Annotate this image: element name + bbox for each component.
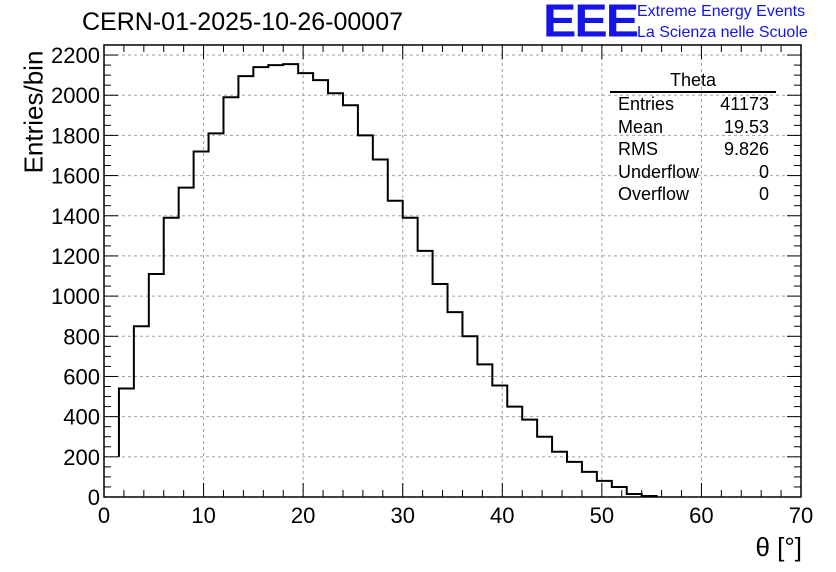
histogram-bin <box>448 312 463 497</box>
stats-row-rms: RMS 9.826 <box>610 138 776 161</box>
stats-row-underflow: Underflow 0 <box>610 161 776 184</box>
stats-value: 0 <box>758 184 769 204</box>
y-tick-label: 2000 <box>51 83 100 108</box>
histogram-bin <box>373 160 388 497</box>
histogram-series <box>117 63 658 497</box>
y-tick-label: 1600 <box>51 164 100 189</box>
eee-logo: EEE <box>543 0 639 47</box>
x-tick-label: 70 <box>789 503 813 528</box>
logo-subtitle-2: La Scienza nelle Scuole <box>637 24 808 41</box>
y-axis-label: Entries/bin <box>18 50 49 174</box>
x-tick-label: 60 <box>689 503 713 528</box>
histogram-bin <box>507 407 522 497</box>
histogram-bin <box>418 251 433 497</box>
histogram-bin <box>313 80 328 497</box>
logo-subtitle-1: Extreme Energy Events <box>637 3 806 20</box>
y-tick-label: 800 <box>63 324 100 349</box>
stats-title: Theta <box>610 70 776 93</box>
y-tick-label: 1800 <box>51 123 100 148</box>
x-tick-label: 40 <box>490 503 514 528</box>
histogram-bin <box>119 389 134 497</box>
histogram-bin <box>149 274 164 497</box>
plot-frame <box>103 44 802 498</box>
stats-label: Overflow <box>618 184 690 204</box>
histogram-bin <box>552 452 567 497</box>
histogram-bin <box>358 135 373 497</box>
histogram-bin <box>462 336 477 497</box>
histogram-bin <box>492 386 507 497</box>
y-tick-label: 600 <box>63 364 100 389</box>
stats-value: 41173 <box>720 94 769 114</box>
stats-row-mean: Mean 19.53 <box>610 116 776 139</box>
histogram-bin <box>179 188 194 497</box>
x-tick-label: 20 <box>291 503 315 528</box>
histogram-bin <box>298 73 313 497</box>
stats-value: 9.826 <box>723 139 769 159</box>
y-tick-label: 0 <box>88 485 100 510</box>
chart-title: CERN-01-2025-10-26-00007 <box>82 8 404 36</box>
histogram-bin <box>567 462 582 497</box>
x-tick-label: 0 <box>98 503 110 528</box>
histogram-bin <box>134 326 149 497</box>
stats-label: Entries <box>618 94 675 114</box>
x-tick-label: 10 <box>191 503 215 528</box>
stats-label: Mean <box>618 116 664 137</box>
histogram-bin <box>223 97 238 497</box>
x-axis-label: θ [°] <box>755 532 802 562</box>
histogram-bin <box>582 472 597 497</box>
histogram-bin <box>328 93 343 497</box>
histogram-bin <box>209 133 224 497</box>
stats-label: RMS <box>618 139 658 159</box>
stats-label: Underflow <box>618 161 700 182</box>
stats-box: Theta Entries 41173 Mean 19.53 RMS 9.826… <box>610 70 776 206</box>
histogram-bin <box>283 64 298 497</box>
histogram-bin <box>343 105 358 497</box>
y-tick-label: 1200 <box>51 244 100 269</box>
histogram-bin <box>477 364 492 497</box>
histogram-bin <box>403 218 418 497</box>
histogram-bin <box>642 496 657 497</box>
histogram-bin <box>388 201 403 497</box>
stats-row-overflow: Overflow 0 <box>610 183 776 206</box>
histogram-bin <box>537 437 552 497</box>
histogram-bin <box>268 65 283 497</box>
stats-value: 0 <box>758 161 769 182</box>
histogram-bin <box>627 494 642 497</box>
y-tick-label: 1400 <box>51 204 100 229</box>
stats-value: 19.53 <box>723 116 769 137</box>
stats-row-entries: Entries 41173 <box>610 93 776 116</box>
histogram-bin <box>433 284 448 497</box>
y-tick-label: 400 <box>63 405 100 430</box>
histogram-bin <box>597 481 612 497</box>
histogram-bin <box>194 151 209 497</box>
y-tick-label: 2200 <box>51 43 100 68</box>
x-tick-label: 50 <box>590 503 614 528</box>
histogram-bin <box>522 420 537 497</box>
y-tick-label: 200 <box>63 445 100 470</box>
x-tick-label: 30 <box>390 503 414 528</box>
histogram-bin <box>612 487 627 497</box>
histogram-bin <box>164 218 179 497</box>
histogram-bin <box>253 67 268 497</box>
y-tick-label: 1000 <box>51 284 100 309</box>
histogram-bin <box>238 76 253 497</box>
